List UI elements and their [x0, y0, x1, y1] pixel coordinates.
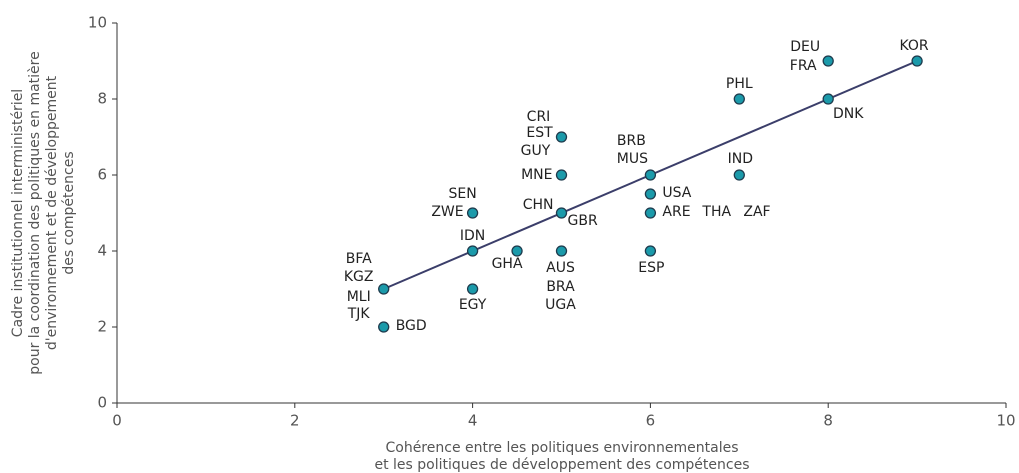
y-axis-label: Cadre institutionnel interministériel: [10, 89, 26, 337]
point: [644, 245, 657, 257]
point: [555, 131, 568, 143]
point-label: BRB: [617, 133, 646, 149]
point-label: DNK: [833, 106, 864, 122]
point-label: KOR: [900, 38, 929, 54]
point-label: THA: [701, 204, 731, 220]
point: [511, 245, 523, 257]
point-label: ZAF: [743, 204, 770, 220]
x-tick-label: 2: [290, 412, 300, 430]
point-label: BGD: [396, 318, 427, 334]
point-label: MLI: [347, 289, 371, 305]
point-label: CRI: [527, 109, 551, 125]
point-label: GUY: [521, 143, 551, 159]
point-label: FRA: [790, 58, 817, 74]
point: [822, 55, 834, 67]
point: [644, 188, 657, 200]
point-label: MNE: [521, 167, 552, 183]
y-axis-label: d'environnement et de développement: [44, 75, 60, 350]
point: [378, 283, 390, 295]
point-label: GHA: [492, 256, 523, 272]
point-label: KGZ: [344, 269, 374, 285]
point-label: PHL: [726, 76, 753, 92]
point-label: IDN: [460, 228, 485, 244]
x-tick-label: 10: [996, 412, 1015, 430]
point-label: UGA: [545, 297, 576, 313]
point-label: USA: [662, 185, 691, 201]
point: [644, 169, 657, 181]
point-label: ESP: [638, 260, 664, 276]
point: [733, 169, 745, 181]
point-label: BRA: [546, 279, 575, 295]
point: [555, 207, 568, 219]
point: [555, 245, 568, 257]
point-label: BFA: [346, 251, 372, 267]
y-tick-label: 0: [97, 394, 107, 412]
point-label: SEN: [448, 186, 476, 202]
y-axis-label: des compétences: [61, 151, 77, 274]
point: [555, 169, 568, 181]
point: [911, 55, 923, 67]
y-tick-label: 4: [97, 242, 107, 260]
point: [733, 93, 745, 105]
point-label: IND: [728, 151, 753, 167]
point-label: DEU: [790, 39, 820, 55]
x-axis-label: Cohérence entre les politiques environne…: [385, 440, 738, 456]
y-axis-label: pour la coordination des politiques en m…: [27, 51, 43, 374]
x-tick-label: 0: [112, 412, 122, 430]
y-tick-label: 2: [97, 318, 107, 336]
y-tick-label: 8: [97, 90, 107, 108]
point-label: EST: [526, 125, 553, 141]
point-label: ARE: [662, 204, 690, 220]
point-label: ZWE: [431, 204, 463, 220]
point-label: CHN: [523, 197, 554, 213]
point-label: MUS: [617, 151, 648, 167]
x-tick-label: 8: [823, 412, 833, 430]
y-tick-label: 10: [88, 14, 107, 32]
point: [822, 93, 834, 105]
y-tick-label: 6: [97, 166, 107, 184]
point-label: GBR: [568, 213, 598, 229]
x-tick-label: 6: [646, 412, 656, 430]
point: [466, 207, 479, 219]
point: [466, 245, 479, 257]
point-label: AUS: [546, 260, 575, 276]
point-label: EGY: [459, 297, 487, 313]
x-tick-label: 4: [468, 412, 478, 430]
point-label: TJK: [347, 306, 371, 322]
point: [466, 283, 479, 295]
point: [644, 207, 657, 219]
point: [378, 321, 390, 333]
x-axis-label: et les politiques de développement des c…: [374, 457, 749, 473]
